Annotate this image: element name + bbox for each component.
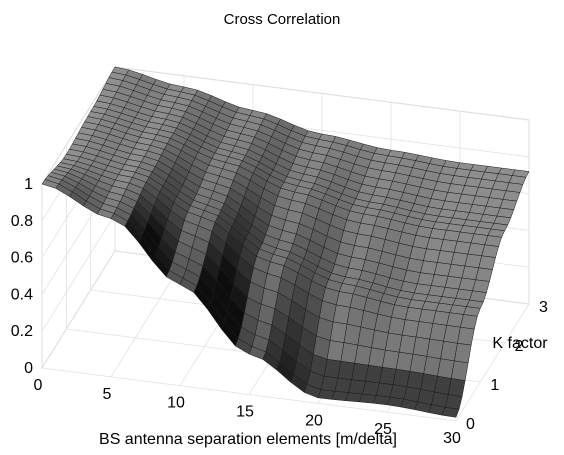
- z-tick-label: 1: [24, 176, 33, 193]
- surface-patch: [481, 244, 499, 258]
- x-axis-label: BS antenna separation elements [m/delta]: [99, 431, 397, 448]
- z-tick-label: 0.4: [11, 286, 33, 303]
- x-tick-label: 15: [236, 404, 254, 421]
- chart-title: Cross Correlation: [224, 11, 341, 28]
- surface-patch: [451, 360, 469, 381]
- x-tick-label: 30: [443, 430, 461, 447]
- z-tick-label: 0.2: [11, 323, 33, 340]
- x-tick-label: 10: [167, 395, 185, 412]
- surface-patch: [444, 394, 463, 410]
- x-tick-label: 25: [374, 421, 392, 438]
- surface-patch: [448, 378, 466, 397]
- y-tick-label: 0: [466, 416, 475, 433]
- surface-patch: [441, 407, 460, 418]
- surface-mesh: [41, 66, 530, 418]
- z-tick-label: 0.6: [11, 250, 33, 267]
- surface-patch: [454, 343, 472, 364]
- y-tick-label: 1: [490, 377, 499, 394]
- surface-patch: [460, 314, 478, 330]
- y-axis-label: K factor: [492, 335, 548, 352]
- z-tick-label: 0: [24, 360, 33, 377]
- x-tick-label: 5: [103, 386, 112, 403]
- z-tick-label: 0.8: [11, 213, 33, 230]
- y-tick-label: 3: [539, 299, 548, 316]
- surface-patch: [478, 255, 496, 270]
- y-tick-label: 2: [515, 338, 524, 355]
- surface-patch: [457, 326, 475, 346]
- surface-patch: [484, 235, 502, 247]
- x-tick-label: 0: [34, 377, 43, 394]
- surface-patch: [475, 267, 493, 282]
- x-tick-label: 20: [305, 412, 323, 429]
- surface-patch: [472, 279, 490, 293]
